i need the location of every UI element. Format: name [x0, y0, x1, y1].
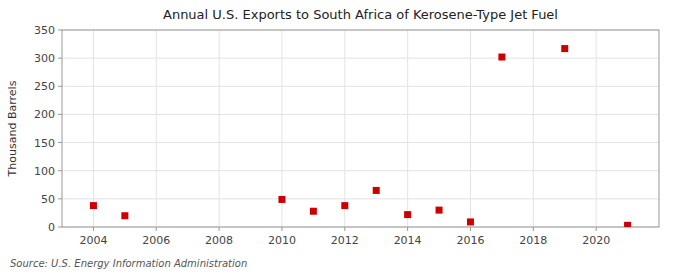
points	[90, 45, 631, 227]
x-grid-line	[93, 30, 94, 227]
y-tick-label: 300	[34, 52, 55, 65]
y-axis-label: Thousand Barrels	[6, 80, 19, 177]
x-grid-line	[533, 30, 534, 227]
y-grid-line	[62, 198, 659, 199]
plot-frame	[62, 30, 659, 227]
y-tick	[58, 198, 62, 199]
y-tick-label: 0	[48, 221, 55, 234]
chart-container: 0 50 100 150 200 250 300 350 2004 2006 2008 2010 201…	[0, 0, 675, 275]
y-grid-line	[62, 170, 659, 171]
y-grid-line	[62, 114, 659, 115]
x-grid-line	[219, 30, 220, 227]
x-tick	[596, 227, 597, 231]
y-tick	[58, 227, 62, 228]
x-tick	[344, 227, 345, 231]
point	[121, 212, 128, 219]
y-tick	[58, 30, 62, 31]
x-tick-label: 2006	[142, 234, 170, 247]
y-tick	[58, 142, 62, 143]
y-tick-label: 250	[34, 80, 55, 93]
y-tick-label: 50	[41, 193, 55, 206]
y-tick	[58, 86, 62, 87]
x-grid-line	[470, 30, 471, 227]
y-tick	[58, 58, 62, 59]
point	[278, 196, 285, 203]
x-tick-label: 2004	[79, 234, 107, 247]
x-tick	[219, 227, 220, 231]
x-grid-line	[156, 30, 157, 227]
x-tick	[156, 227, 157, 231]
point	[310, 208, 317, 215]
x-tick-label: 2016	[456, 234, 484, 247]
y-grid-line	[62, 58, 659, 59]
y-tick-label: 100	[34, 165, 55, 178]
x-tick	[533, 227, 534, 231]
axes: 0 50 100 150 200 250 300 350 2004 2006 2008 2010 201…	[34, 24, 659, 247]
chart-svg: 0 50 100 150 200 250 300 350 2004 2006 2008 2010 201…	[0, 0, 675, 275]
y-tick	[58, 170, 62, 171]
x-tick-label: 2020	[582, 234, 610, 247]
y-tick	[58, 114, 62, 115]
point	[436, 207, 443, 214]
x-tick	[281, 227, 282, 231]
y-grid-line	[62, 142, 659, 143]
chart-title: Annual U.S. Exports to South Africa of K…	[163, 7, 558, 22]
point	[498, 54, 505, 61]
y-tick-label: 350	[34, 24, 55, 37]
point	[467, 218, 474, 225]
point	[90, 202, 97, 209]
x-grid-line	[407, 30, 408, 227]
y-grid-line	[62, 86, 659, 87]
point	[373, 187, 380, 194]
x-grid-line	[344, 30, 345, 227]
x-tick	[93, 227, 94, 231]
y-tick-label: 150	[34, 137, 55, 150]
x-tick-label: 2018	[519, 234, 547, 247]
x-grid-line	[596, 30, 597, 227]
point	[624, 222, 631, 227]
source-note: Source: U.S. Energy Information Administ…	[10, 258, 247, 269]
grid	[62, 30, 659, 227]
point	[404, 211, 411, 218]
x-tick-label: 2010	[268, 234, 296, 247]
plot-background	[62, 30, 659, 227]
x-tick	[407, 227, 408, 231]
x-tick-label: 2014	[394, 234, 422, 247]
point	[341, 202, 348, 209]
x-tick-label: 2008	[205, 234, 233, 247]
point	[561, 45, 568, 52]
x-tick-label: 2012	[331, 234, 359, 247]
x-tick	[470, 227, 471, 231]
y-tick-label: 200	[34, 108, 55, 121]
